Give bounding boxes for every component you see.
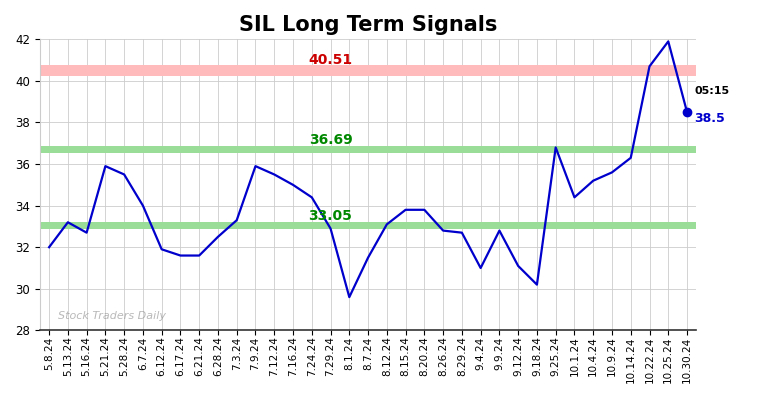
Bar bbox=[40, 146, 696, 154]
Text: 40.51: 40.51 bbox=[308, 53, 353, 67]
Bar bbox=[40, 222, 696, 229]
Text: 38.5: 38.5 bbox=[695, 112, 725, 125]
Text: 36.69: 36.69 bbox=[309, 133, 353, 147]
Title: SIL Long Term Signals: SIL Long Term Signals bbox=[239, 15, 497, 35]
Text: 05:15: 05:15 bbox=[695, 86, 730, 96]
Text: 33.05: 33.05 bbox=[309, 209, 353, 222]
Text: Stock Traders Daily: Stock Traders Daily bbox=[59, 311, 166, 321]
Bar bbox=[40, 65, 696, 76]
